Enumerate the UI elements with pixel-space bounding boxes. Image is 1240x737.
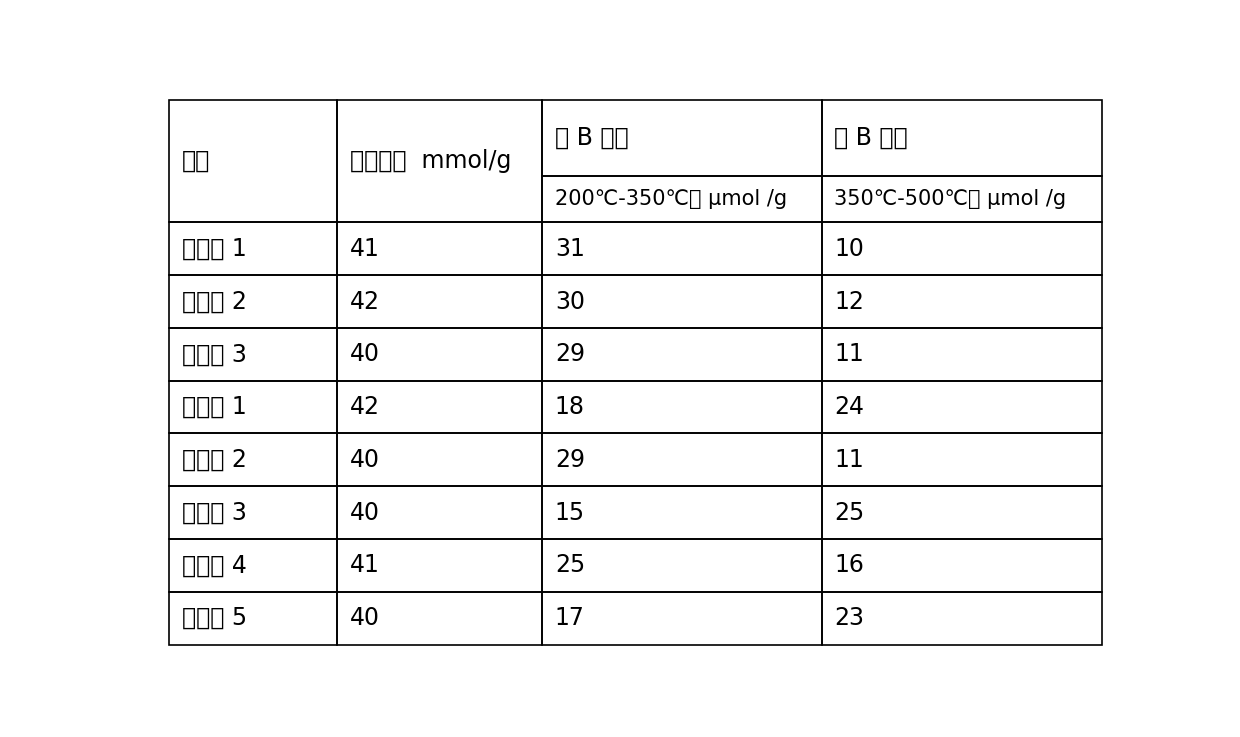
Bar [170, 486, 337, 539]
Text: 10: 10 [835, 237, 864, 261]
Text: 11: 11 [835, 342, 864, 366]
Text: 对比例 1: 对比例 1 [182, 395, 247, 419]
Text: 40: 40 [350, 342, 379, 366]
Text: 30: 30 [554, 290, 585, 313]
Text: 24: 24 [835, 395, 864, 419]
Bar [822, 592, 1101, 645]
Text: 23: 23 [835, 607, 864, 630]
Bar [337, 99, 542, 223]
Bar [822, 99, 1101, 176]
Text: 15: 15 [554, 500, 585, 525]
Bar [337, 539, 542, 592]
Bar [170, 539, 337, 592]
Text: 总酸量，  mmol/g: 总酸量， mmol/g [350, 149, 511, 173]
Text: 40: 40 [350, 607, 379, 630]
Bar [170, 328, 337, 381]
Text: 实施例 1: 实施例 1 [182, 237, 247, 261]
Bar [337, 592, 542, 645]
Text: 实施例 2: 实施例 2 [182, 290, 247, 313]
Bar [337, 381, 542, 433]
Bar [822, 176, 1101, 223]
Bar [542, 433, 822, 486]
Bar [170, 592, 337, 645]
Text: 40: 40 [350, 448, 379, 472]
Text: 强 B 酸量: 强 B 酸量 [835, 126, 908, 150]
Text: 编号: 编号 [182, 149, 210, 173]
Bar [337, 275, 542, 328]
Bar [542, 223, 822, 275]
Bar [170, 223, 337, 275]
Text: 12: 12 [835, 290, 864, 313]
Bar [822, 539, 1101, 592]
Text: 25: 25 [554, 553, 585, 577]
Text: 弱 B 酸量: 弱 B 酸量 [554, 126, 629, 150]
Text: 41: 41 [350, 237, 379, 261]
Text: 29: 29 [554, 448, 585, 472]
Text: 对比例 3: 对比例 3 [182, 500, 247, 525]
Text: 41: 41 [350, 553, 379, 577]
Text: 42: 42 [350, 290, 379, 313]
Bar [170, 275, 337, 328]
Text: 对比例 2: 对比例 2 [182, 448, 247, 472]
Bar [170, 99, 337, 223]
Text: 25: 25 [835, 500, 864, 525]
Bar [337, 486, 542, 539]
Text: 40: 40 [350, 500, 379, 525]
Text: 350℃-500℃， μmol /g: 350℃-500℃， μmol /g [835, 189, 1066, 209]
Text: 16: 16 [835, 553, 864, 577]
Bar [822, 486, 1101, 539]
Text: 31: 31 [554, 237, 584, 261]
Bar [542, 486, 822, 539]
Text: 对比例 4: 对比例 4 [182, 553, 247, 577]
Text: 18: 18 [554, 395, 585, 419]
Text: 对比例 5: 对比例 5 [182, 607, 247, 630]
Bar [542, 275, 822, 328]
Bar [170, 433, 337, 486]
Bar [542, 592, 822, 645]
Bar [542, 381, 822, 433]
Text: 29: 29 [554, 342, 585, 366]
Bar [542, 539, 822, 592]
Bar [822, 328, 1101, 381]
Text: 42: 42 [350, 395, 379, 419]
Text: 实施例 3: 实施例 3 [182, 342, 247, 366]
Bar [337, 223, 542, 275]
Text: 200℃-350℃， μmol /g: 200℃-350℃， μmol /g [554, 189, 787, 209]
Bar [542, 176, 822, 223]
Bar [822, 275, 1101, 328]
Bar [337, 433, 542, 486]
Bar [170, 381, 337, 433]
Text: 17: 17 [554, 607, 584, 630]
Bar [822, 223, 1101, 275]
Bar [542, 99, 822, 176]
Bar [822, 381, 1101, 433]
Bar [822, 433, 1101, 486]
Bar [542, 328, 822, 381]
Bar [337, 328, 542, 381]
Text: 11: 11 [835, 448, 864, 472]
